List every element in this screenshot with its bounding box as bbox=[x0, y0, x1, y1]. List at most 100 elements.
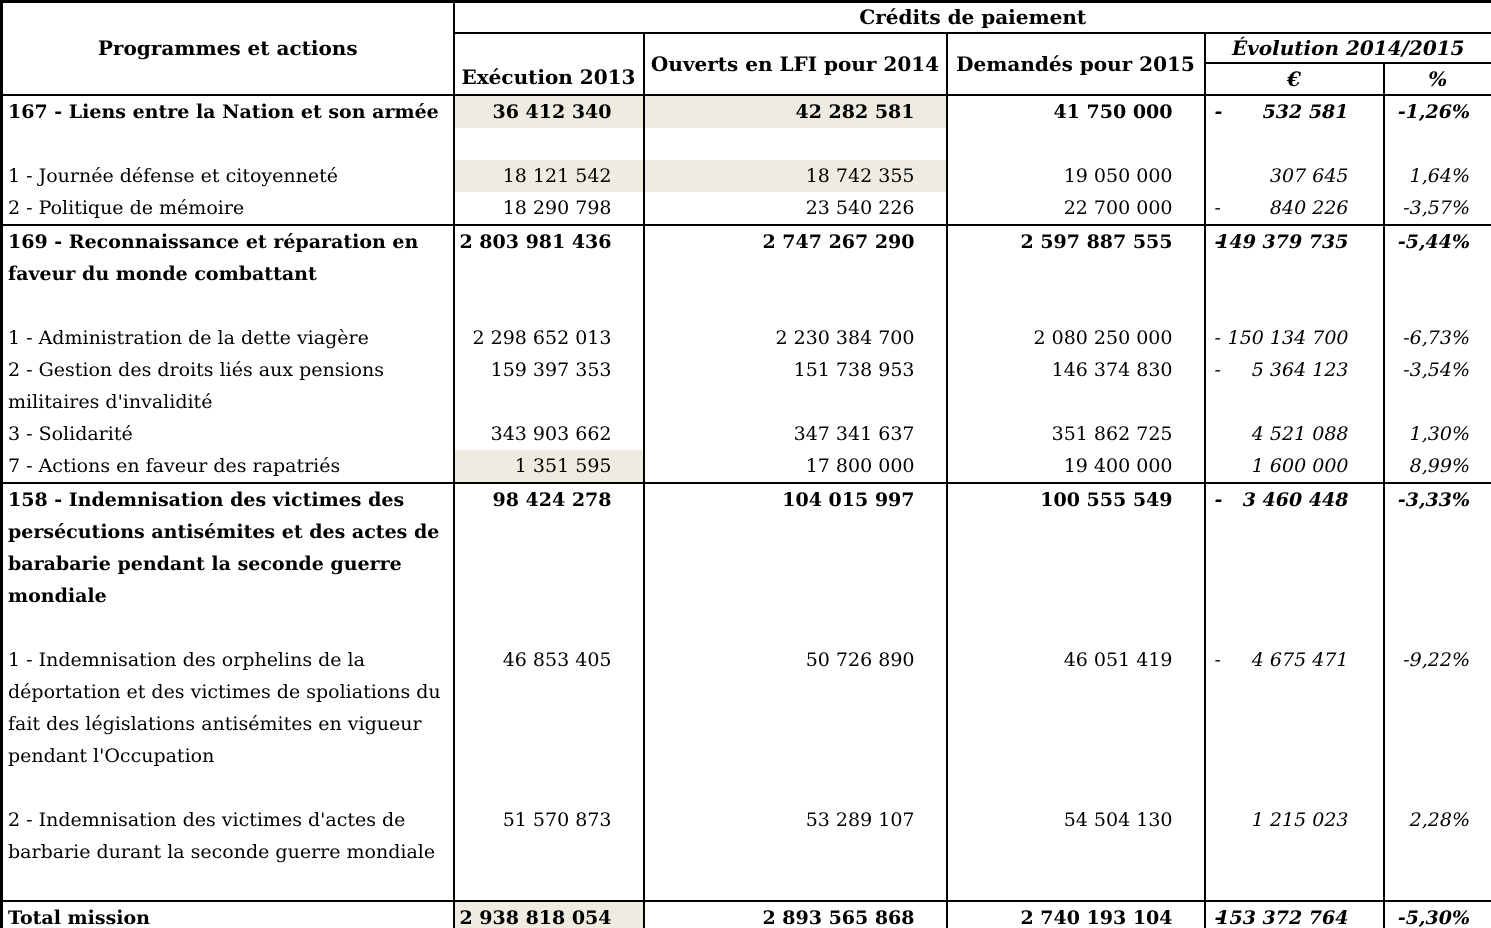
cell-lfi-2014: 23 540 226 bbox=[642, 191, 947, 225]
cell-evolution-euro: 1 215 023 bbox=[1203, 803, 1384, 901]
cell-label: 3 - Solidarité bbox=[8, 422, 133, 445]
cell-execution-2013: 18 290 798 bbox=[452, 191, 644, 225]
evolution-euro-value: 4 521 088 bbox=[1251, 422, 1349, 445]
cell-demandes-2015: 2 080 250 000 bbox=[945, 321, 1205, 354]
row-program-167: 167 - Liens entre la Nation et son armée… bbox=[2, 94, 1491, 128]
cell-execution-2013: 18 121 542 bbox=[452, 159, 644, 192]
cell-label: 158 - Indemnisation des victimes des per… bbox=[1, 481, 454, 612]
row-action-1-journee-defense: 1 - Journée défense et citoyenneté 18 12… bbox=[2, 159, 1491, 192]
evolution-euro-value: 1 600 000 bbox=[1251, 454, 1349, 477]
minus-sign: - bbox=[1214, 326, 1221, 349]
col-header-evolution-euro: € bbox=[1203, 62, 1384, 96]
row-spacer bbox=[2, 127, 1491, 160]
cell-evolution-euro: - 840 226 bbox=[1203, 191, 1384, 225]
cell-label: 1 - Indemnisation des orphelins de la dé… bbox=[8, 648, 441, 767]
cell-label: 2 - Indemnisation des victimes d'actes d… bbox=[8, 808, 436, 863]
evolution-euro-value: 307 645 bbox=[1269, 164, 1349, 187]
header-row-group: Programmes et actions Crédits de paiemen… bbox=[1, 1, 1491, 96]
cell-evolution-euro: 1 600 000 bbox=[1203, 449, 1384, 483]
cell-lfi-2014: 17 800 000 bbox=[642, 449, 947, 483]
cell-evolution-pct: 1,64% bbox=[1382, 159, 1491, 192]
cell-lfi-2014: 2 747 267 290 bbox=[642, 223, 947, 290]
cell-lfi-2014: 2 230 384 700 bbox=[642, 321, 947, 354]
row-action-2-politique-memoire: 2 - Politique de mémoire 18 290 798 23 5… bbox=[2, 191, 1491, 225]
cell-execution-2013: 98 424 278 bbox=[452, 481, 644, 612]
cell-evolution-euro: -150 134 700 bbox=[1203, 321, 1384, 354]
row-action-3-solidarite: 3 - Solidarité 343 903 662 347 341 637 3… bbox=[2, 417, 1491, 450]
cell-lfi-2014: 42 282 581 bbox=[642, 94, 947, 128]
evolution-euro-value: 3 460 448 bbox=[1242, 488, 1349, 511]
cell-lfi-2014: 53 289 107 bbox=[642, 803, 947, 901]
minus-sign: - bbox=[1214, 906, 1223, 928]
cell-evolution-pct: 1,30% bbox=[1382, 417, 1491, 450]
cell-execution-2013: 2 938 818 054 bbox=[452, 899, 644, 928]
minus-sign: - bbox=[1214, 648, 1221, 671]
cell-lfi-2014: 347 341 637 bbox=[642, 417, 947, 450]
header-row-columns: Exécution 2013 Ouverts en LFI pour 2014 … bbox=[2, 32, 1491, 96]
cell-evolution-euro: - 532 581 bbox=[1203, 94, 1384, 128]
cell-evolution-euro: - 4 675 471 bbox=[1203, 643, 1384, 804]
cell-demandes-2015: 2 597 887 555 bbox=[945, 223, 1205, 290]
cell-demandes-2015: 19 050 000 bbox=[945, 159, 1205, 192]
cell-execution-2013: 2 803 981 436 bbox=[452, 223, 644, 290]
cell-demandes-2015: 351 862 725 bbox=[945, 417, 1205, 450]
cell-evolution-pct: -1,26% bbox=[1382, 94, 1491, 128]
cell-evolution-pct: -3,54% bbox=[1382, 353, 1491, 418]
row-action-2-barbarie: 2 - Indemnisation des victimes d'actes d… bbox=[2, 803, 1491, 901]
evolution-euro-value: 532 581 bbox=[1262, 100, 1349, 123]
cell-demandes-2015: 41 750 000 bbox=[945, 94, 1205, 128]
cell-execution-2013: 343 903 662 bbox=[452, 417, 644, 450]
cell-lfi-2014: 50 726 890 bbox=[642, 643, 947, 804]
evolution-euro-value: 1 215 023 bbox=[1251, 808, 1349, 831]
cell-lfi-2014: 2 893 565 868 bbox=[642, 899, 947, 928]
cell-demandes-2015: 2 740 193 104 bbox=[945, 899, 1205, 928]
minus-sign: - bbox=[1214, 196, 1221, 219]
row-action-2-gestion-droits: 2 - Gestion des droits liés aux pensions… bbox=[2, 353, 1491, 418]
cell-evolution-euro: -153 372 764 bbox=[1203, 899, 1384, 928]
cell-label: 1 - Administration de la dette viagère bbox=[8, 326, 369, 349]
row-action-7-rapatries: 7 - Actions en faveur des rapatriés 1 35… bbox=[2, 449, 1491, 483]
cell-demandes-2015: 100 555 549 bbox=[945, 481, 1205, 612]
cell-evolution-euro: -149 379 735 bbox=[1203, 223, 1384, 290]
cell-label: 1 - Journée défense et citoyenneté bbox=[8, 164, 338, 187]
header-row-evolution-units: € % bbox=[2, 62, 1491, 96]
cell-label: 169 - Reconnaissance et réparation en fa… bbox=[1, 223, 454, 290]
row-program-158: 158 - Indemnisation des victimes des per… bbox=[1, 481, 1491, 612]
evolution-euro-value: 840 226 bbox=[1269, 196, 1349, 219]
cell-evolution-pct: -6,73% bbox=[1382, 321, 1491, 354]
cell-label: 7 - Actions en faveur des rapatriés bbox=[8, 454, 341, 477]
minus-sign: - bbox=[1214, 358, 1221, 381]
evolution-euro-value: 4 675 471 bbox=[1251, 648, 1349, 671]
cell-demandes-2015: 19 400 000 bbox=[945, 449, 1205, 483]
minus-sign: - bbox=[1214, 230, 1223, 253]
cell-evolution-pct: -3,57% bbox=[1382, 191, 1491, 225]
cell-demandes-2015: 22 700 000 bbox=[945, 191, 1205, 225]
cell-evolution-euro: 4 521 088 bbox=[1203, 417, 1384, 450]
cell-execution-2013: 1 351 595 bbox=[452, 449, 644, 483]
col-header-execution-2013: Exécution 2013 bbox=[452, 32, 644, 96]
cell-label: Total mission bbox=[1, 899, 454, 928]
col-header-demandes-2015: Demandés pour 2015 bbox=[945, 32, 1205, 96]
minus-sign: - bbox=[1214, 488, 1223, 511]
evolution-euro-value: 149 379 735 bbox=[1216, 230, 1349, 253]
row-spacer bbox=[2, 611, 1491, 644]
cell-evolution-pct: -5,44% bbox=[1382, 223, 1491, 290]
cell-execution-2013: 36 412 340 bbox=[452, 94, 644, 128]
col-header-programmes: Programmes et actions bbox=[1, 1, 454, 96]
cell-evolution-pct: 2,28% bbox=[1382, 803, 1491, 901]
cell-execution-2013: 46 853 405 bbox=[452, 643, 644, 804]
cell-evolution-pct: -9,22% bbox=[1382, 643, 1491, 804]
col-header-evolution-pct: % bbox=[1382, 62, 1491, 96]
cell-demandes-2015: 146 374 830 bbox=[945, 353, 1205, 418]
row-action-1-administration-dette: 1 - Administration de la dette viagère 2… bbox=[2, 321, 1491, 354]
cell-evolution-euro: -3 460 448 bbox=[1203, 481, 1384, 612]
cell-evolution-pct: -3,33% bbox=[1382, 481, 1491, 612]
evolution-euro-value: 153 372 764 bbox=[1216, 906, 1349, 928]
evolution-euro-value: 150 134 700 bbox=[1227, 326, 1349, 349]
col-header-evolution: Évolution 2014/2015 bbox=[1203, 32, 1491, 64]
cell-execution-2013: 159 397 353 bbox=[452, 353, 644, 418]
cell-evolution-pct: -5,30% bbox=[1382, 899, 1491, 928]
cell-demandes-2015: 54 504 130 bbox=[945, 803, 1205, 901]
